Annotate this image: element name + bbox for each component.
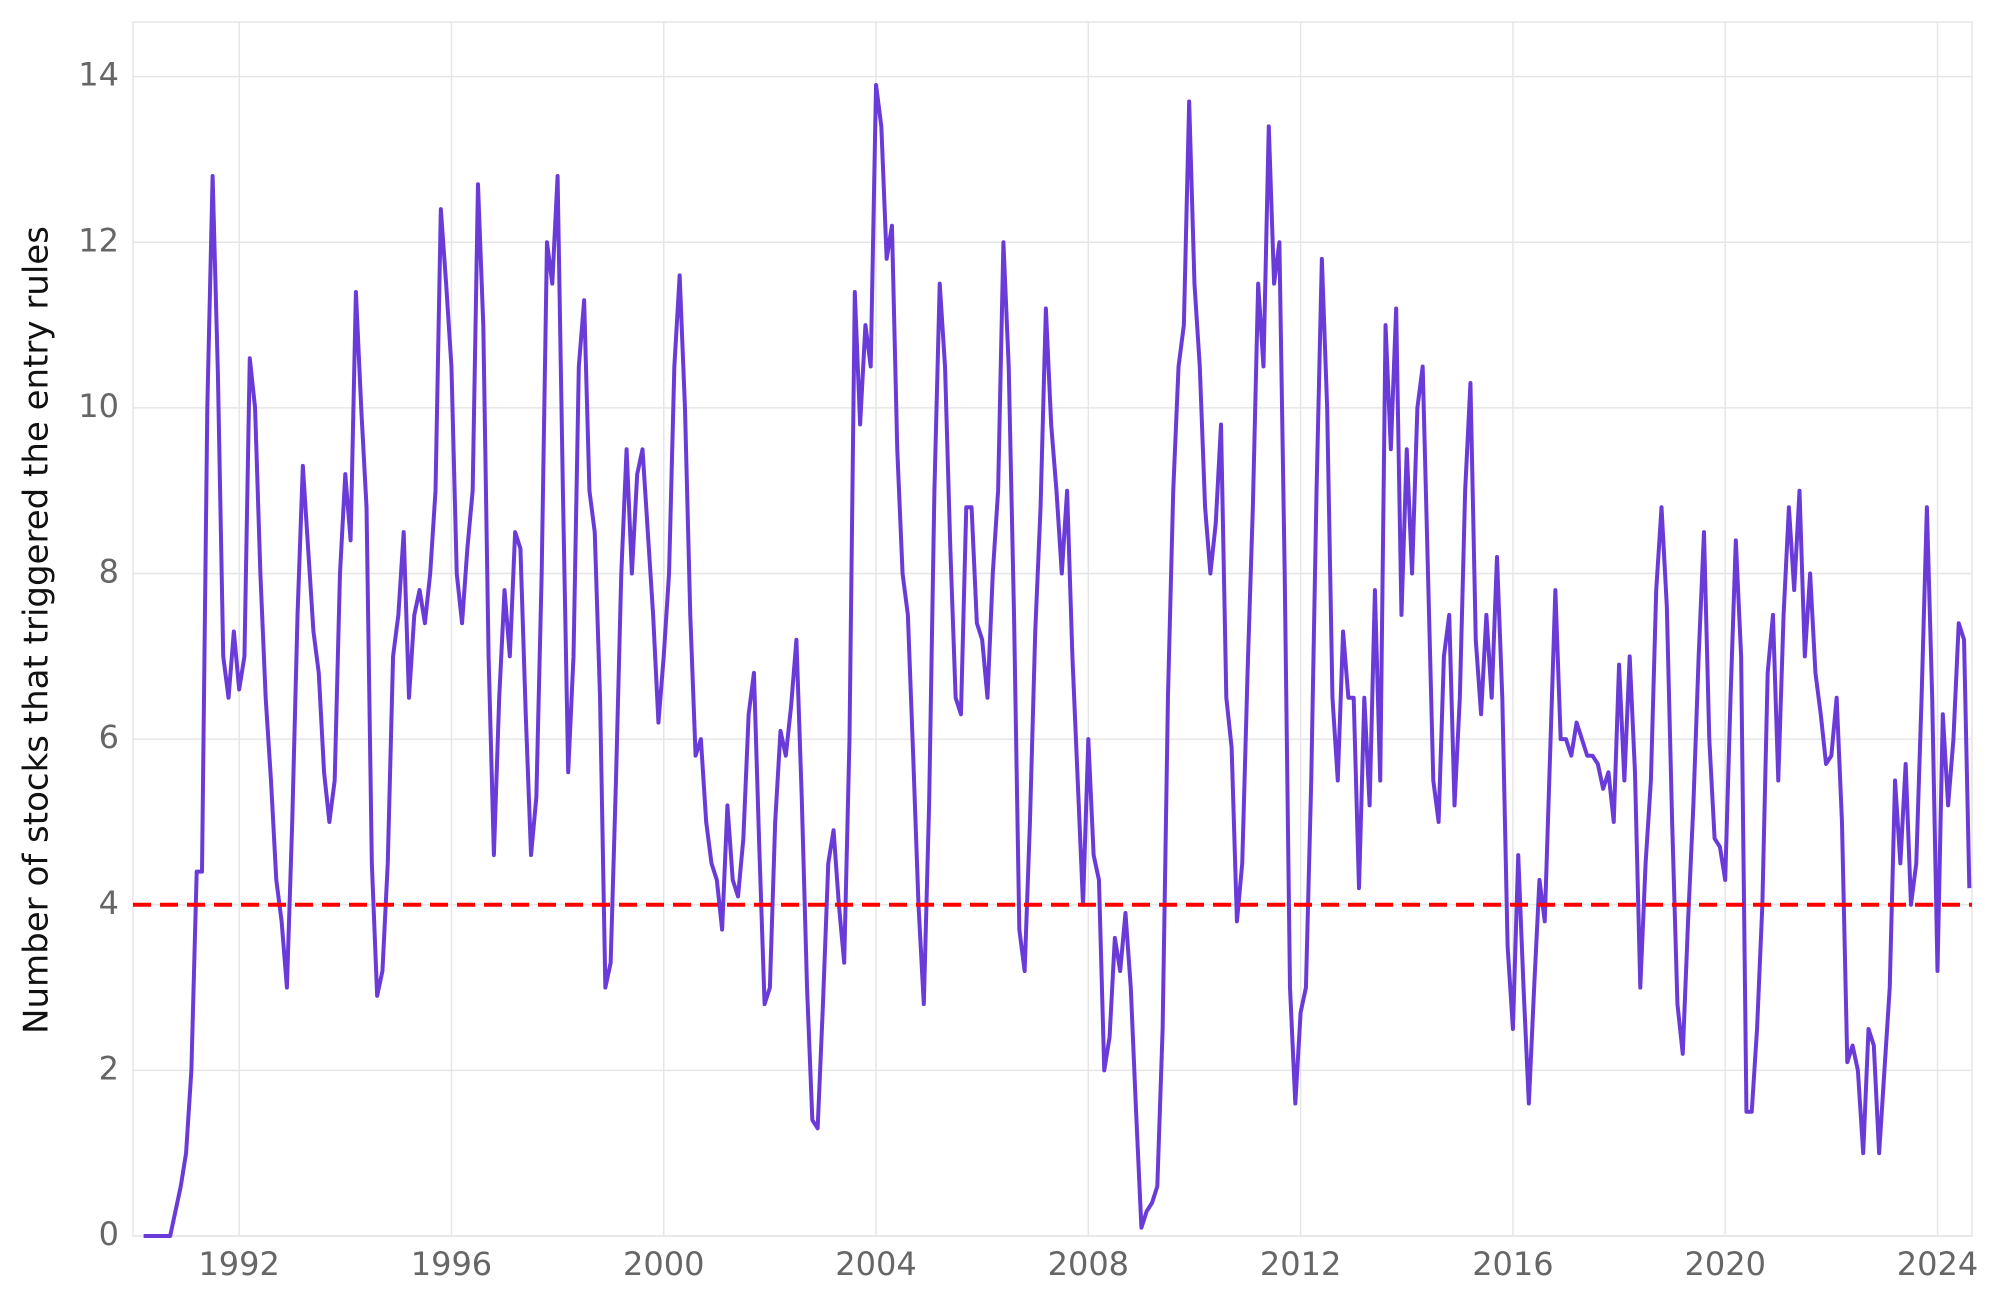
x-tick-label: 2016 [1472, 1245, 1553, 1283]
data-line [143, 82, 1972, 1238]
y-tick-label: 10 [78, 387, 119, 425]
x-tick-label: 2020 [1684, 1245, 1765, 1283]
y-tick-label: 4 [99, 884, 119, 922]
x-tick-label: 2008 [1048, 1245, 1129, 1283]
y-axis-label: Number of stocks that triggered the entr… [17, 226, 57, 1034]
x-tick-label: 2012 [1260, 1245, 1341, 1283]
x-tick-label: 2004 [835, 1245, 916, 1283]
plot-frame [132, 21, 1973, 1237]
x-tick-label: 2000 [623, 1245, 704, 1283]
x-tick-label: 1996 [411, 1245, 492, 1283]
y-tick-label: 12 [78, 221, 119, 259]
y-tick-label: 2 [99, 1049, 119, 1087]
y-tick-label: 0 [99, 1215, 119, 1253]
y-tick-label: 8 [99, 553, 119, 591]
x-tick-label: 2024 [1897, 1245, 1978, 1283]
x-tick-label: 1992 [198, 1245, 279, 1283]
y-tick-label: 14 [78, 56, 119, 94]
y-tick-label: 6 [99, 718, 119, 756]
